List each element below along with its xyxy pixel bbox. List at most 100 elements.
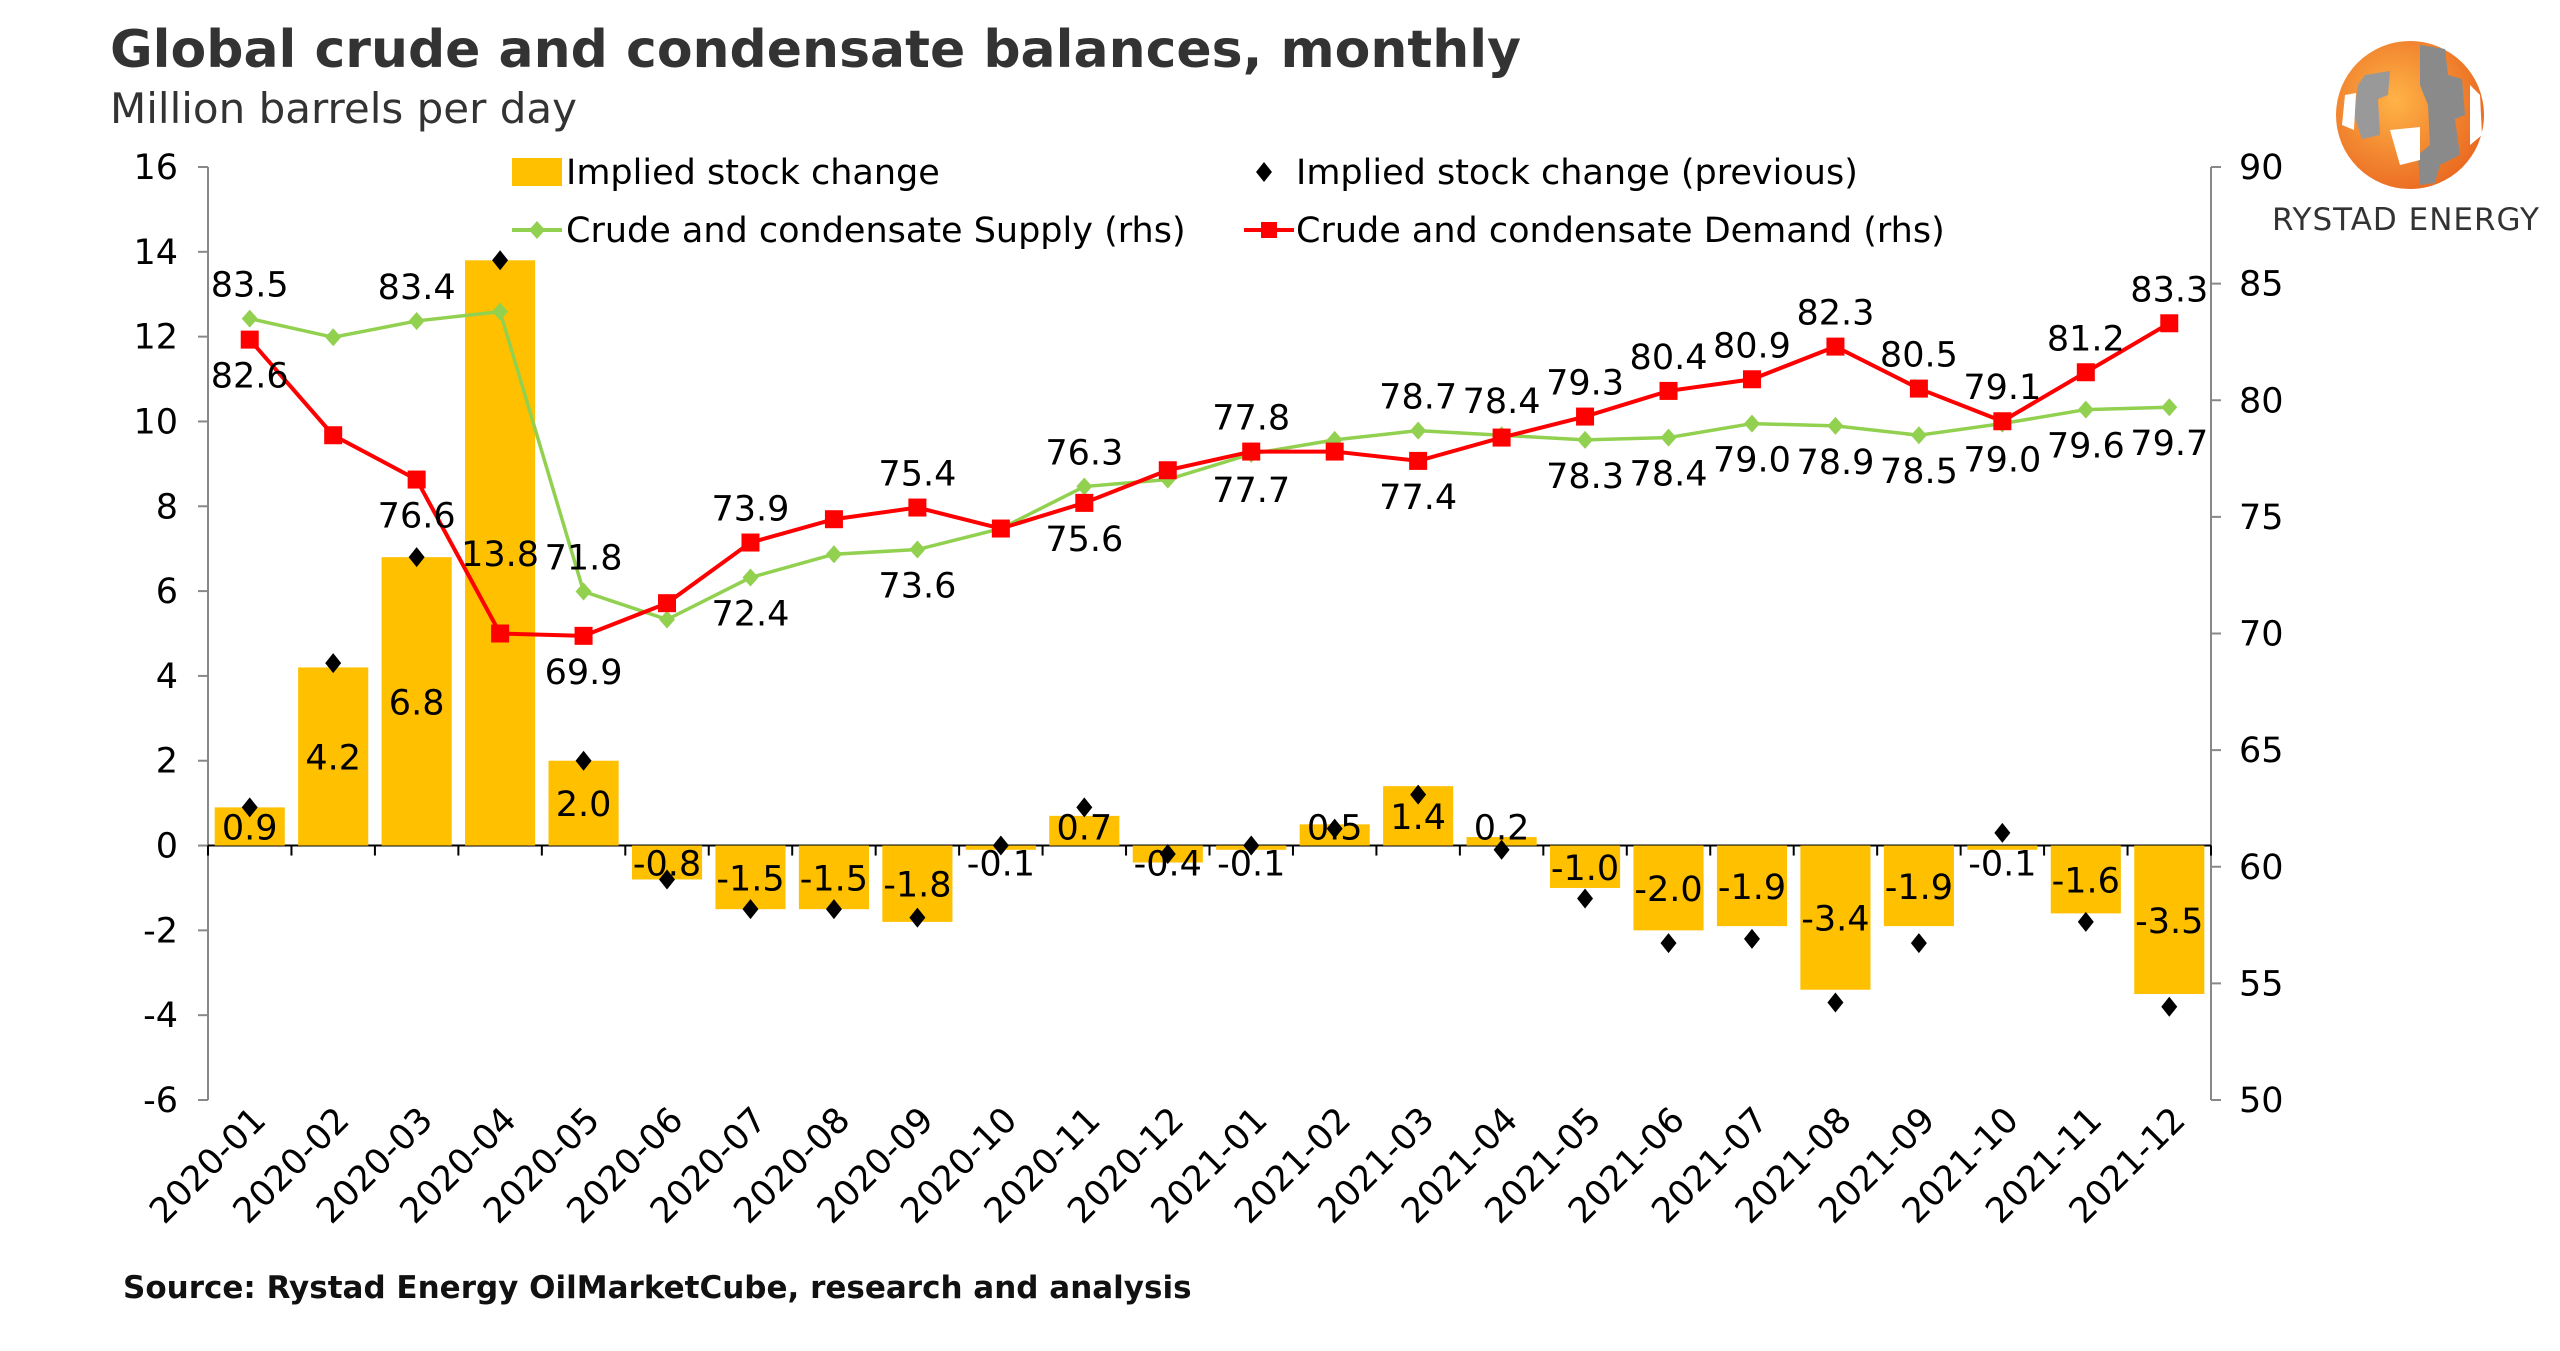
left-tick-label: -2 (143, 911, 178, 951)
demand-data-label: 75.6 (1045, 520, 1123, 560)
right-tick-label: 85 (2239, 265, 2284, 305)
bar-stock-change (548, 760, 619, 846)
demand-marker (324, 426, 343, 445)
demand-marker (908, 498, 927, 517)
supply-marker (659, 610, 676, 629)
supply-data-label: 78.3 (1546, 457, 1624, 497)
demand-data-label: 79.1 (1963, 368, 2041, 408)
demand-data-label: 80.4 (1630, 338, 1708, 378)
source-note: Source: Rystad Energy OilMarketCube, res… (123, 1270, 1192, 1306)
bar-data-label: -1.0 (1551, 849, 1619, 889)
demand-marker (824, 510, 843, 529)
previous-marker (492, 250, 509, 271)
supply-data-label: 79.0 (1963, 441, 2041, 481)
right-tick-label: 80 (2239, 381, 2284, 421)
demand-marker (1492, 428, 1511, 447)
demand-data-label: 80.9 (1713, 326, 1791, 366)
axes: -6-4-20246810121416505560657075808590202… (133, 148, 2283, 1232)
bar-stock-change (1800, 845, 1871, 990)
supply-marker (1076, 477, 1093, 496)
demand-marker (1158, 461, 1177, 480)
demand-data-label: 77.4 (1379, 478, 1457, 518)
demand-marker (2160, 314, 2179, 333)
bar-data-label: -3.5 (2135, 902, 2203, 942)
demand-marker (991, 519, 1010, 538)
supply-marker (1577, 430, 1594, 449)
supply-data-label: 79.6 (2047, 427, 2125, 467)
supply-data-label: 71.8 (545, 539, 623, 579)
bar-data-label: -0.8 (633, 845, 701, 885)
previous-marker (742, 899, 759, 920)
demand-marker (1659, 381, 1678, 400)
rystad-globe-logo (2336, 41, 2484, 189)
bar-data-label: -1.5 (800, 859, 868, 899)
previous-marker (1410, 784, 1427, 805)
supply-line (249, 309, 2170, 622)
bar-stock-change (798, 845, 869, 910)
bar-data-label: 13.8 (461, 535, 539, 575)
supply-data-label: 78.4 (1630, 455, 1708, 495)
bar-stock-change (1550, 845, 1621, 888)
supply-data-label: 78.7 (1379, 378, 1457, 418)
bar-data-label: -2.0 (1634, 870, 1702, 910)
bar-stock-change (1633, 845, 1704, 931)
bar-data-label: 2.0 (556, 785, 612, 825)
demand-marker (1325, 442, 1344, 461)
legend-label-supply: Crude and condensate Supply (rhs) (566, 211, 1186, 251)
previous-marker (1577, 888, 1594, 909)
legend-marker-demand (1261, 222, 1277, 238)
legend-label-demand: Crude and condensate Demand (rhs) (1296, 211, 1945, 251)
demand-data-label: 75.4 (878, 455, 956, 495)
demand-marker (1826, 337, 1845, 356)
previous-marker (1994, 822, 2011, 843)
demand-marker (240, 330, 259, 349)
previous-marker (325, 653, 342, 674)
bar-data-label: 0.9 (222, 809, 278, 849)
previous-marker (575, 750, 592, 771)
demand-marker (1993, 412, 2012, 431)
bar-stock-change (1716, 845, 1788, 927)
previous-marker (659, 869, 676, 890)
bar-data-label: 6.8 (389, 683, 445, 723)
left-tick-label: 8 (156, 487, 178, 527)
demand-data-label: 82.3 (1796, 294, 1874, 334)
bar-stock-change (2134, 845, 2205, 994)
legend-marker-supply (529, 221, 545, 239)
supply-data-label: 83.5 (211, 266, 289, 306)
demand-marker (741, 533, 760, 552)
bar-stock-change (2050, 845, 2121, 914)
supply-marker (1827, 416, 1844, 435)
bar-data-label: -3.4 (1801, 900, 1869, 940)
demand-marker (574, 626, 593, 645)
bar-data-label: -1.9 (1885, 868, 1953, 908)
supply-marker (241, 309, 258, 328)
supply-marker (825, 545, 842, 564)
bar-stock-change (1967, 845, 2038, 850)
supply-marker (1910, 426, 1927, 445)
supply-data-label: 83.4 (378, 268, 456, 308)
supply-marker (492, 302, 509, 321)
chart-subtitle: Million barrels per day (110, 84, 577, 133)
demand-data-label: 82.6 (211, 357, 289, 397)
previous-marker (2161, 996, 2178, 1017)
bar-data-label: 0.7 (1056, 809, 1112, 849)
demand-marker (1576, 407, 1595, 426)
previous-marker (1159, 844, 1176, 865)
supply-data-label: 72.4 (712, 595, 790, 635)
left-tick-label: 10 (133, 402, 178, 442)
bar-data-label: -0.1 (1217, 845, 1285, 885)
supply-marker (408, 311, 425, 330)
demand-data-label: 76.6 (378, 497, 456, 537)
bar-stock-change (715, 845, 786, 910)
legend-label-previous: Implied stock change (previous) (1296, 153, 1858, 193)
demand-marker (1242, 442, 1261, 461)
supply-marker (742, 568, 759, 587)
legend-label-bar: Implied stock change (566, 153, 940, 193)
bar-data-label: -1.8 (883, 866, 951, 906)
supply-data-label: 79.0 (1713, 441, 1791, 481)
bar-data-label: -0.1 (1968, 845, 2036, 885)
demand-marker (2076, 363, 2095, 382)
supply-marker (575, 582, 592, 601)
logo-text: RYSTAD ENERGY (2272, 202, 2540, 238)
